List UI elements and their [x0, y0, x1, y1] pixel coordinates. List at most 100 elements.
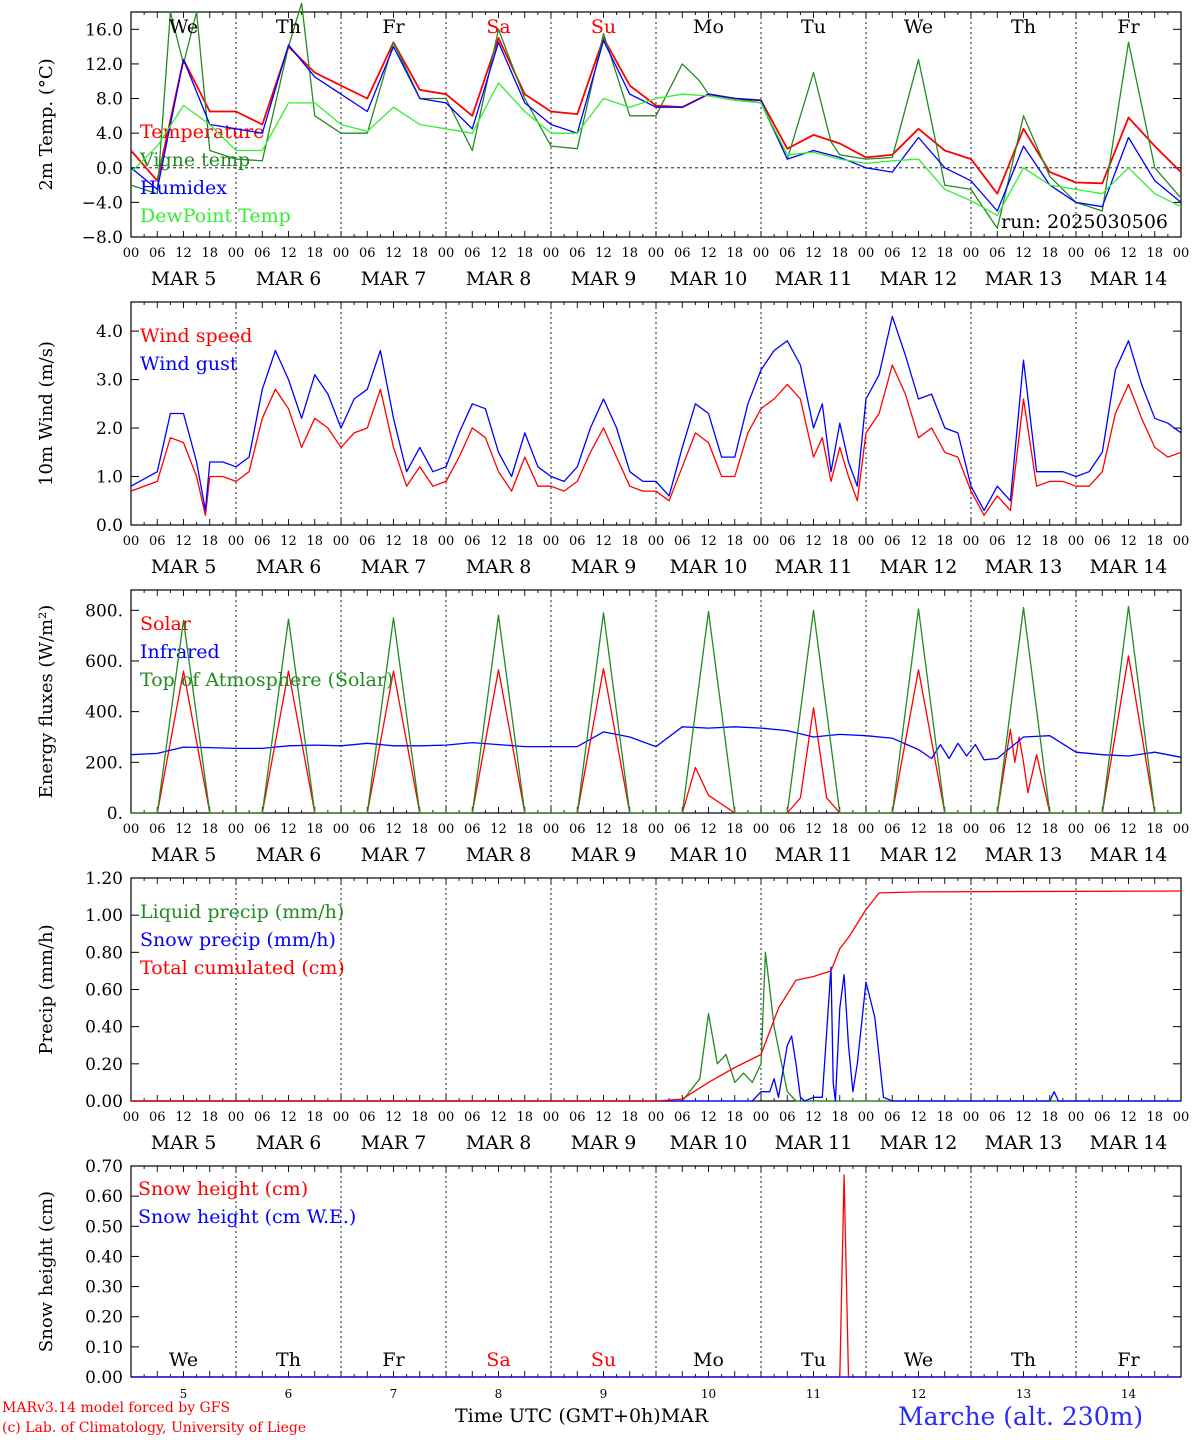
temperature-hour-tick-label: 12 [595, 246, 612, 261]
wind-hour-tick-label: 12 [385, 534, 402, 549]
temperature-y-tick-label: 12.0 [85, 55, 123, 75]
energy-hour-tick-label: 12 [1015, 822, 1032, 837]
energy-hour-tick-label: 06 [779, 822, 796, 837]
precip-y-tick-label: 0.00 [85, 1092, 123, 1112]
temperature-hour-tick-label: 06 [1094, 246, 1111, 261]
temperature-date-label: MAR 5 [151, 268, 217, 290]
energy-date-label: MAR 5 [151, 844, 217, 866]
precip-hour-tick-label: 12 [490, 1110, 507, 1125]
weekday-label: Th [1011, 16, 1036, 38]
precip-date-label: MAR 8 [466, 1132, 532, 1154]
precip-hour-tick-label: 06 [254, 1110, 271, 1125]
wind-hour-tick-label: 12 [1015, 534, 1032, 549]
energy-hour-tick-label: 18 [621, 822, 638, 837]
wind-y-axis-label: 10m Wind (m/s) [36, 341, 57, 486]
precip-hour-tick-label: 18 [306, 1110, 323, 1125]
precip-hour-tick-label: 00 [333, 1110, 350, 1125]
temperature-hour-tick-label: 06 [359, 246, 376, 261]
precip-hour-tick-label: 12 [280, 1110, 297, 1125]
wind-hour-tick-label: 18 [621, 534, 638, 549]
precip-y-tick-label: 0.20 [85, 1055, 123, 1075]
weekday-label: Fr [382, 1349, 405, 1371]
energy-legend-entry: Top of Atmosphere (Solar) [140, 669, 393, 691]
energy-hour-tick-label: 06 [464, 822, 481, 837]
energy-hour-tick-label: 18 [516, 822, 533, 837]
temperature-legend-entry: DewPoint Temp [140, 205, 291, 227]
temperature-hour-tick-label: 00 [438, 246, 455, 261]
temperature-hour-tick-label: 12 [805, 246, 822, 261]
precip-hour-tick-label: 18 [1146, 1110, 1163, 1125]
snow-y-tick-label: 0.70 [85, 1157, 123, 1177]
temperature-hour-tick-label: 12 [1120, 246, 1137, 261]
wind-hour-tick-label: 12 [700, 534, 717, 549]
wind-date-label: MAR 8 [466, 556, 532, 578]
precip-hour-tick-label: 12 [595, 1110, 612, 1125]
weekday-label: Fr [1117, 1349, 1140, 1371]
wind-date-label: MAR 13 [985, 556, 1063, 578]
precip-hour-tick-label: 06 [359, 1110, 376, 1125]
precip-series-line [131, 890, 1182, 1102]
wind-hour-tick-label: 18 [411, 534, 428, 549]
temperature-hour-tick-label: 12 [280, 246, 297, 261]
energy-hour-tick-label: 18 [831, 822, 848, 837]
weekday-label: Mo [693, 16, 724, 38]
precip-hour-tick-label: 06 [1094, 1110, 1111, 1125]
temperature-hour-tick-label: 18 [201, 246, 218, 261]
energy-date-label: MAR 12 [880, 844, 958, 866]
energy-y-tick-label: 0. [107, 804, 123, 824]
wind-hour-tick-label: 00 [333, 534, 350, 549]
temperature-hour-tick-label: 18 [516, 246, 533, 261]
energy-hour-tick-label: 00 [963, 822, 980, 837]
wind-hour-tick-label: 06 [569, 534, 586, 549]
precip-hour-tick-label: 12 [700, 1110, 717, 1125]
temperature-date-label: MAR 8 [466, 268, 532, 290]
energy-y-tick-label: 200. [85, 753, 123, 773]
snow-y-tick-label: 0.50 [85, 1217, 123, 1237]
snow-legend-entry: Snow height (cm W.E.) [138, 1206, 356, 1228]
precip-hour-tick-label: 12 [385, 1110, 402, 1125]
day-number-label: 14 [1121, 1387, 1137, 1401]
energy-hour-tick-label: 18 [726, 822, 743, 837]
temperature-hour-tick-label: 18 [936, 246, 953, 261]
temperature-hour-tick-label: 06 [674, 246, 691, 261]
temperature-hour-tick-label: 18 [621, 246, 638, 261]
energy-hour-tick-label: 00 [123, 822, 140, 837]
energy-series-line [130, 726, 1182, 761]
precip-series-line [131, 951, 1181, 1102]
precip-date-label: MAR 14 [1090, 1132, 1168, 1154]
energy-hour-tick-label: 12 [595, 822, 612, 837]
weekday-label: Fr [382, 16, 405, 38]
precip-hour-tick-label: 00 [1173, 1110, 1190, 1125]
lab-credit-line: (c) Lab. of Climatology, University of L… [2, 1420, 307, 1436]
wind-date-label: MAR 12 [880, 556, 958, 578]
precip-y-tick-label: 0.80 [85, 943, 123, 963]
wind-hour-tick-label: 00 [858, 534, 875, 549]
wind-date-label: MAR 5 [151, 556, 217, 578]
temperature-hour-tick-label: 12 [910, 246, 927, 261]
day-number-label: 13 [1016, 1387, 1031, 1401]
energy-date-label: MAR 6 [256, 844, 322, 866]
weekday-label: Fr [1117, 16, 1140, 38]
precip-hour-tick-label: 06 [989, 1110, 1006, 1125]
temperature-date-label: MAR 11 [775, 268, 853, 290]
temperature-hour-tick-label: 06 [779, 246, 796, 261]
energy-hour-tick-label: 18 [936, 822, 953, 837]
energy-hour-tick-label: 12 [805, 822, 822, 837]
wind-date-label: MAR 7 [361, 556, 427, 578]
energy-hour-tick-label: 00 [543, 822, 560, 837]
wind-date-label: MAR 14 [1090, 556, 1168, 578]
energy-y-tick-label: 600. [85, 652, 123, 672]
precip-date-label: MAR 10 [670, 1132, 748, 1154]
wind-hour-tick-label: 12 [175, 534, 192, 549]
precip-hour-tick-label: 00 [228, 1110, 245, 1125]
energy-hour-tick-label: 18 [1041, 822, 1058, 837]
temperature-date-label: MAR 7 [361, 268, 427, 290]
temperature-hour-tick-label: 00 [123, 246, 140, 261]
energy-hour-tick-label: 00 [858, 822, 875, 837]
snow-y-tick-label: 0.00 [85, 1368, 123, 1388]
temperature-run-annotation: run: 2025030506 [1001, 211, 1168, 233]
temperature-y-axis-label: 2m Temp. (°C) [36, 58, 57, 190]
temperature-hour-tick-label: 00 [333, 246, 350, 261]
wind-hour-tick-label: 00 [1173, 534, 1190, 549]
